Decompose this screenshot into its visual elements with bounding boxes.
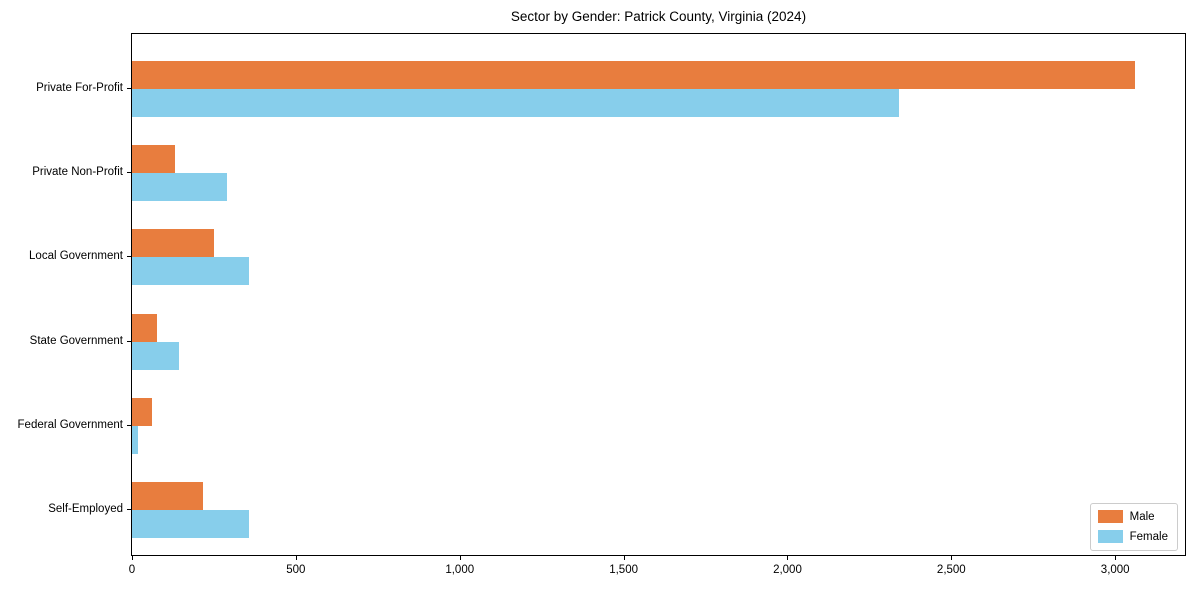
legend-entry-female: Female [1097, 530, 1168, 543]
legend-label-male: Male [1129, 510, 1155, 523]
y-axis-tick [127, 424, 131, 426]
bar-male-5 [132, 397, 152, 426]
y-axis-label: Self-Employed [48, 503, 123, 516]
y-axis-tick [127, 256, 131, 258]
bar-female-3 [132, 257, 250, 286]
x-axis-label: 2,000 [773, 564, 802, 576]
x-axis-label: 3,000 [1100, 564, 1130, 576]
legend: Male Female [1089, 503, 1178, 551]
legend-entry-male: Male [1097, 510, 1168, 523]
y-axis-label: State Government [29, 334, 123, 347]
y-axis-tick [127, 172, 131, 173]
y-axis-label: Local Government [29, 250, 123, 263]
x-axis-tick [951, 556, 953, 560]
bar-female-2 [132, 173, 228, 201]
x-axis-label: 1,000 [445, 564, 475, 576]
legend-label-female: Female [1129, 530, 1168, 543]
legend-swatch-male-icon [1097, 510, 1123, 523]
y-axis-label: Private Non-Profit [32, 166, 123, 178]
chart-title: Sector by Gender: Patrick County, Virgin… [510, 9, 807, 24]
bar-male-6 [132, 482, 204, 511]
bar-female-1 [132, 88, 899, 117]
x-axis-tick [623, 556, 625, 560]
bar-female-5 [132, 425, 138, 454]
x-axis-label: 1,500 [609, 564, 638, 576]
x-axis-label: 2,500 [936, 564, 966, 576]
y-axis-tick [127, 340, 131, 342]
x-axis-tick [787, 556, 789, 560]
x-axis-tick [1115, 556, 1117, 560]
bar-male-2 [132, 145, 175, 173]
x-axis-label: 500 [286, 564, 306, 576]
legend-swatch-female-icon [1097, 530, 1123, 543]
x-axis-tick [459, 556, 461, 560]
bar-male-3 [132, 229, 215, 258]
y-axis-tick [127, 509, 131, 511]
bar-female-6 [132, 510, 250, 539]
x-axis-label: 0 [128, 564, 136, 576]
plot-area: Male Female [131, 33, 1186, 556]
x-axis-tick [132, 556, 133, 560]
y-axis-tick [127, 87, 131, 89]
bar-female-4 [132, 341, 179, 370]
bar-male-1 [132, 60, 1135, 89]
bar-male-4 [132, 313, 157, 342]
y-axis-label: Private For-Profit [36, 81, 123, 94]
y-axis-label: Federal Government [17, 418, 123, 431]
x-axis-tick [295, 556, 297, 560]
